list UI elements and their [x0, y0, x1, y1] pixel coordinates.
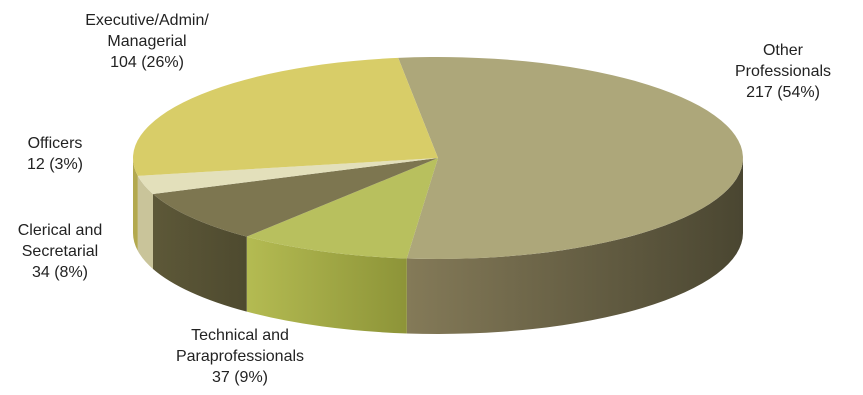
label-officers-line1: Officers: [27, 135, 83, 152]
side-officers: [137, 175, 153, 269]
label-other-professionals: Other Professionals 217 (54%): [708, 40, 858, 103]
label-clerical-line2: Secretarial: [21, 243, 99, 260]
slice-clerical: [153, 158, 438, 237]
label-clerical: Clerical and Secretarial 34 (8%): [2, 220, 118, 283]
pie-sides: [133, 158, 743, 334]
label-technical-line2: Paraprofessionals: [175, 348, 305, 365]
pie-tops: [133, 56, 743, 259]
label-officers: Officers 12 (3%): [10, 133, 100, 175]
label-executive-value: 104 (26%): [110, 54, 184, 71]
label-technical-line1: Technical and: [191, 327, 289, 344]
side-executive: [133, 158, 138, 251]
side-clerical: [153, 193, 247, 312]
label-clerical-line1: Clerical and: [17, 222, 103, 239]
label-other-line1: Other: [762, 42, 803, 59]
slice-officers: [137, 158, 439, 194]
label-executive: Executive/Admin/ Managerial 104 (26%): [52, 10, 242, 73]
slice-technical: [246, 158, 438, 259]
label-other-line2: Professionals: [734, 63, 832, 80]
label-technical-value: 37 (9%): [211, 369, 269, 386]
slice-other-professionals: [398, 56, 743, 259]
label-clerical-value: 34 (8%): [31, 264, 89, 281]
side-technical: [246, 236, 407, 334]
side-other-professionals: [406, 158, 743, 334]
label-executive-line1: Executive/Admin/: [85, 12, 209, 29]
slice-executive: [133, 57, 438, 176]
label-other-value: 217 (54%): [746, 84, 820, 101]
label-technical: Technical and Paraprofessionals 37 (9%): [150, 325, 330, 388]
label-officers-value: 12 (3%): [26, 156, 84, 173]
label-executive-line2: Managerial: [107, 33, 187, 50]
